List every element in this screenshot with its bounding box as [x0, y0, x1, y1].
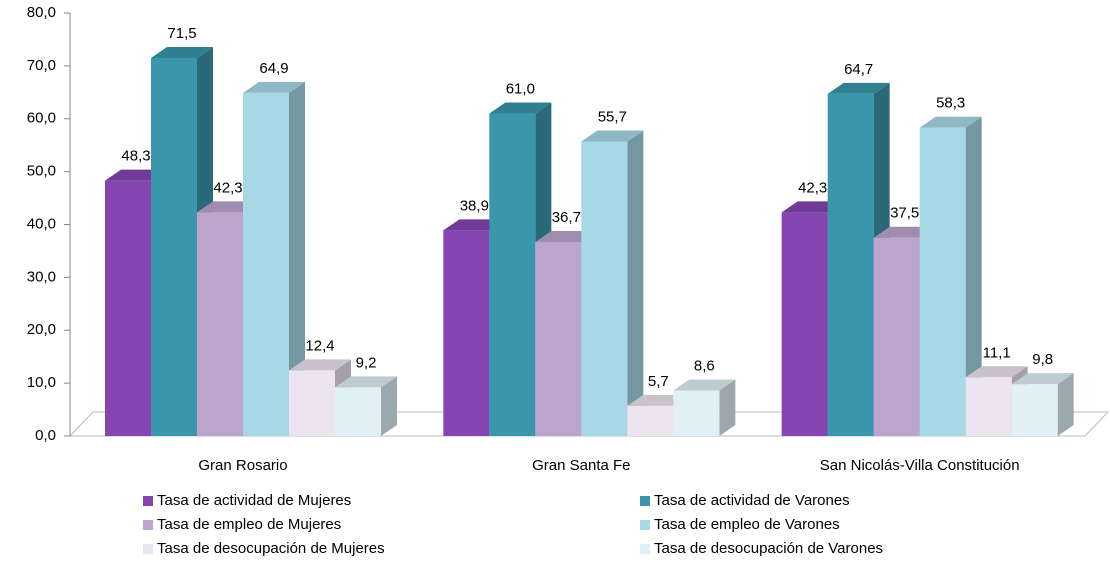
- y-tick-label: 30,0: [27, 268, 56, 285]
- bar-top: [151, 46, 213, 58]
- bar: [627, 405, 674, 436]
- y-tick-label: 60,0: [27, 110, 56, 127]
- bar-top: [827, 82, 890, 94]
- bar-top: [489, 102, 552, 114]
- data-label: 38,9: [460, 197, 489, 214]
- bar-top: [243, 81, 305, 93]
- x-tick-label: Gran Rosario: [198, 457, 287, 474]
- data-label: 55,7: [598, 108, 627, 125]
- bar: [827, 93, 874, 437]
- data-label: 58,3: [936, 95, 965, 112]
- bar-top: [581, 130, 644, 142]
- y-tick-label: 0,0: [35, 427, 56, 444]
- bar-side: [627, 130, 644, 436]
- bar: [105, 180, 151, 436]
- y-tick-label: 70,0: [27, 57, 56, 74]
- bar: [873, 237, 920, 436]
- legend-swatch: [640, 544, 650, 554]
- legend-swatch: [143, 544, 153, 554]
- bar: [581, 141, 628, 436]
- data-label: 5,7: [648, 373, 669, 390]
- legend-swatch: [143, 496, 153, 506]
- data-label: 37,5: [890, 205, 919, 222]
- bar-top: [673, 379, 736, 391]
- bar-top: [335, 376, 397, 388]
- bar-side: [1057, 373, 1074, 436]
- legend-label: Tasa de empleo de Mujeres: [157, 516, 341, 533]
- bar: [151, 57, 197, 436]
- bar: [335, 387, 381, 436]
- legend-swatch: [640, 496, 650, 506]
- y-tick-label: 80,0: [27, 4, 56, 21]
- data-label: 71,5: [167, 25, 196, 42]
- bar-side: [719, 379, 736, 436]
- bar: [919, 127, 966, 437]
- bar-top: [965, 366, 1028, 378]
- bar-side: [289, 81, 305, 436]
- bar: [197, 212, 243, 436]
- legend-label: Tasa de empleo de Varones: [654, 516, 840, 533]
- legend-swatch: [143, 520, 153, 530]
- x-tick-label: San Nicolás-Villa Constitución: [820, 457, 1020, 474]
- bar-side: [381, 376, 397, 436]
- data-label: 8,6: [694, 357, 715, 374]
- bar: [489, 113, 536, 437]
- bar-top: [289, 359, 351, 371]
- bar: [289, 370, 335, 436]
- data-label: 11,1: [983, 344, 1011, 361]
- bar: [243, 92, 289, 436]
- data-label: 61,0: [506, 80, 535, 97]
- legend-label: Tasa de desocupación de Mujeres: [157, 540, 385, 557]
- bar-top: [919, 116, 982, 128]
- legend-label: Tasa de actividad de Mujeres: [157, 492, 351, 509]
- data-label: 42,3: [213, 179, 242, 196]
- data-label: 9,8: [1032, 351, 1053, 368]
- bar: [673, 390, 720, 436]
- bar: [535, 241, 582, 436]
- data-label: 12,4: [305, 337, 334, 354]
- data-label: 64,7: [844, 61, 873, 78]
- bar: [781, 212, 828, 436]
- legend-label: Tasa de actividad de Varones: [654, 492, 850, 509]
- bar-top: [1011, 373, 1074, 385]
- y-tick-label: 50,0: [27, 163, 56, 180]
- y-tick-label: 40,0: [27, 215, 56, 232]
- data-label: 9,2: [356, 354, 377, 371]
- legend-swatch: [640, 520, 650, 530]
- x-tick-label: Gran Santa Fe: [532, 457, 630, 474]
- bar-side: [965, 116, 982, 437]
- legend-label: Tasa de desocupación de Varones: [654, 540, 883, 557]
- data-label: 42,3: [798, 179, 827, 196]
- data-label: 48,3: [121, 148, 150, 165]
- y-tick-label: 20,0: [27, 321, 56, 338]
- bar: [965, 377, 1012, 436]
- bar: [1011, 384, 1058, 436]
- data-label: 64,9: [259, 60, 288, 77]
- data-label: 36,7: [552, 209, 581, 226]
- y-tick-label: 10,0: [27, 374, 56, 391]
- bar: [443, 230, 490, 436]
